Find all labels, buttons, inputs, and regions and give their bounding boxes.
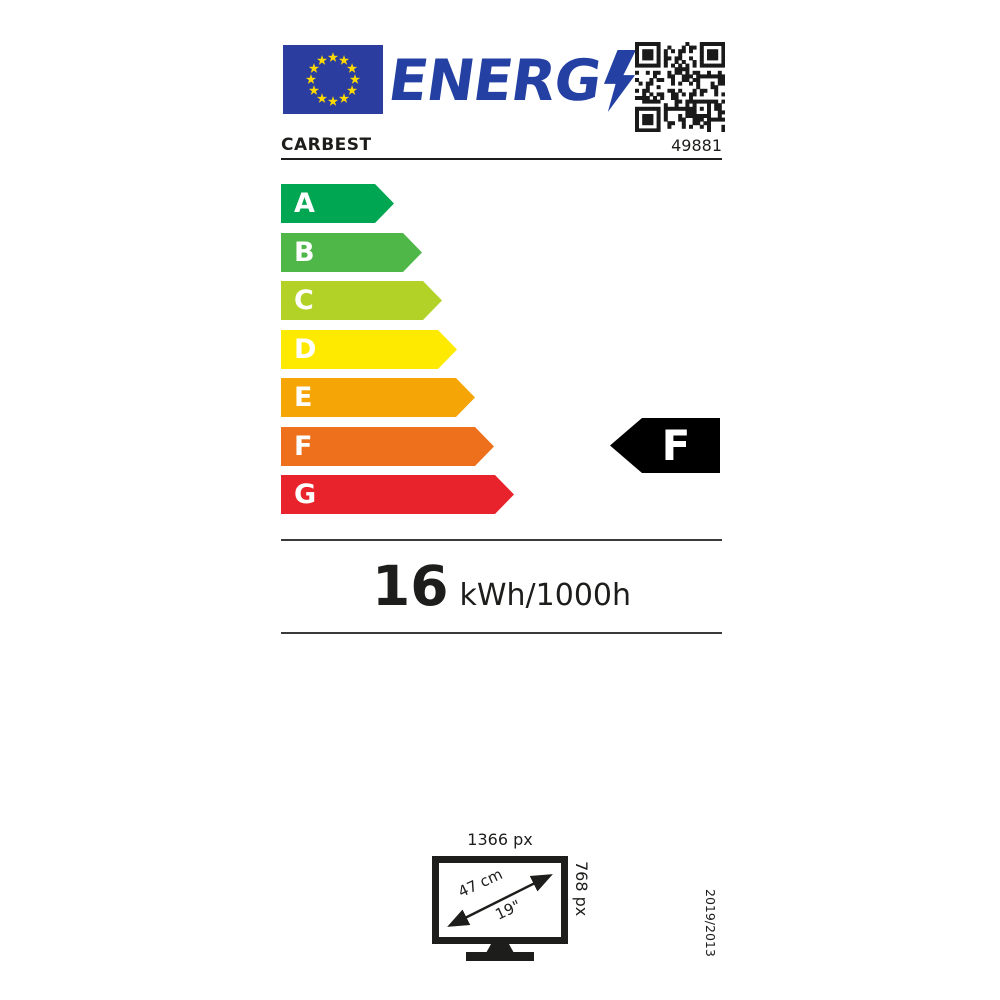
energy-consumption-unit: kWh/1000h [459,577,632,613]
monitor-illustration: 47 cm 19" [432,856,568,944]
monitor-stand-base [466,952,534,961]
lightning-bolt-icon [604,49,637,113]
energy-class-letter: F [294,431,313,462]
energy-class-arrow-G: G [281,475,514,514]
energy-class-letter: A [294,188,315,219]
energy-class-arrow-B: B [281,233,422,272]
energy-class-arrow-A: A [281,184,394,223]
energy-class-letter: C [294,285,314,316]
energy-consumption-value: 16 [371,554,449,618]
screen-height-label: 768 px [572,861,591,917]
energy-consumption-row: 16 kWh/1000h [281,541,722,632]
energy-class-letter: G [294,479,317,510]
regulation-number: 2019/2013 [703,889,718,957]
diagonal-arrow [447,874,553,927]
brand-row: CARBEST 49881 [281,134,722,160]
energy-class-arrow-C: C [281,281,442,320]
rating-indicator-arrow: F [610,418,720,473]
brand-name: CARBEST [281,135,372,155]
monitor-stand-neck [486,944,514,953]
energ-logo: ENERG [384,48,637,114]
screen-width-label: 1366 px [467,830,533,849]
model-number: 49881 [671,136,722,155]
energy-class-letter: B [294,237,315,268]
energy-class-arrow-F: F [281,427,494,466]
separator-line-bottom [281,632,722,634]
rating-grade: F [661,420,691,470]
eu-flag [283,45,383,114]
energy-class-letter: E [294,382,313,413]
energy-class-arrow-E: E [281,378,475,417]
qr-code [635,42,725,132]
energ-logo-text: ENERG [384,47,605,114]
energy-class-letter: D [294,334,317,365]
energy-class-arrow-D: D [281,330,457,369]
separator-line-top [281,539,722,541]
